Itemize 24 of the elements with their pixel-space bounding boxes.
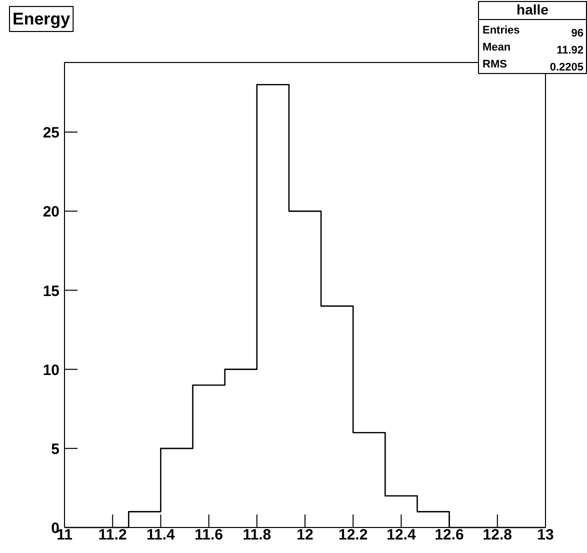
text: Entries: [482, 24, 520, 36]
x-tick-label: 12: [296, 526, 314, 544]
x-tick-label: 12.6: [434, 526, 464, 544]
y-tick-label: 15: [42, 282, 60, 300]
y-tick-label: 20: [42, 204, 60, 221]
annotation: RMS: [482, 58, 507, 70]
text: halle: [516, 2, 549, 18]
x-tick-label: 12.4: [386, 526, 416, 544]
y-tick-label: 5: [51, 440, 60, 458]
text: 0.2205: [550, 62, 584, 74]
text: 96: [571, 28, 584, 40]
x-tick-label: 13: [537, 526, 554, 544]
x-tick-label: 12.8: [482, 526, 512, 544]
text: 11.92: [556, 44, 584, 56]
y-tick-label: 25: [42, 124, 60, 142]
x-tick-label: 11.2: [98, 526, 127, 544]
x-tick-label: 12.2: [338, 526, 368, 544]
y-tick-label: 10: [42, 362, 60, 379]
x-tick-label: 11.8: [242, 526, 272, 544]
chart-title: Energy: [12, 10, 71, 28]
y-tick-label: 0: [51, 520, 60, 537]
text: Mean: [482, 42, 511, 54]
x-tick-label: 11.4: [146, 526, 176, 544]
x-tick-label: 11.6: [194, 526, 223, 544]
